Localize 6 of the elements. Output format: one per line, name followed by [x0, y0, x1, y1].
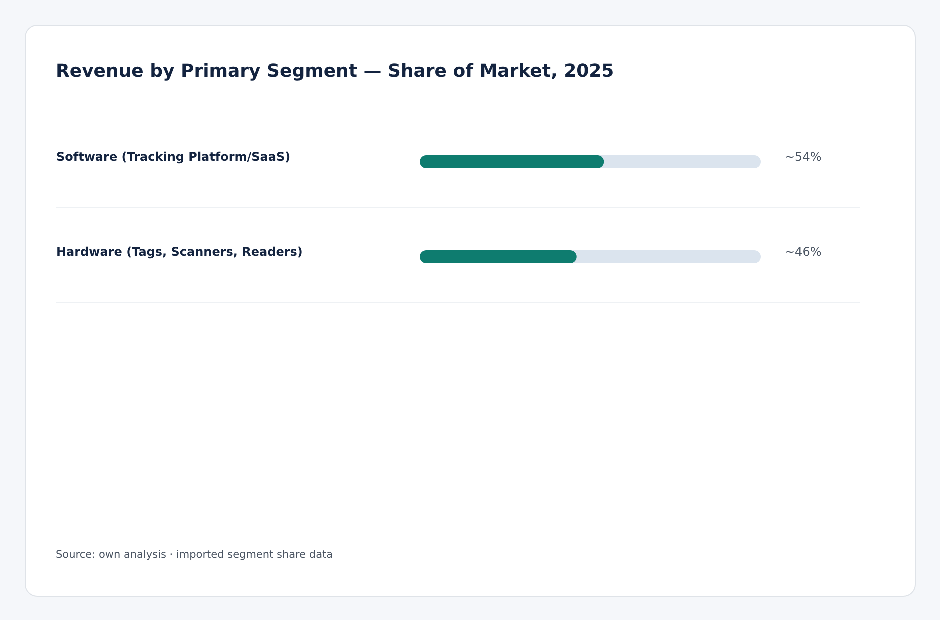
data-label: ~54% [785, 150, 822, 164]
chart-title: Revenue by Primary Segment — Share of Market, 2025 [56, 61, 614, 82]
source-note: Source: own analysis · imported segment share data [56, 549, 334, 561]
y-tick-label: Software (Tracking Platform/SaaS) [56, 150, 291, 164]
data-label: ~46% [785, 245, 822, 259]
y-tick-label: Hardware (Tags, Scanners, Readers) [56, 245, 303, 259]
